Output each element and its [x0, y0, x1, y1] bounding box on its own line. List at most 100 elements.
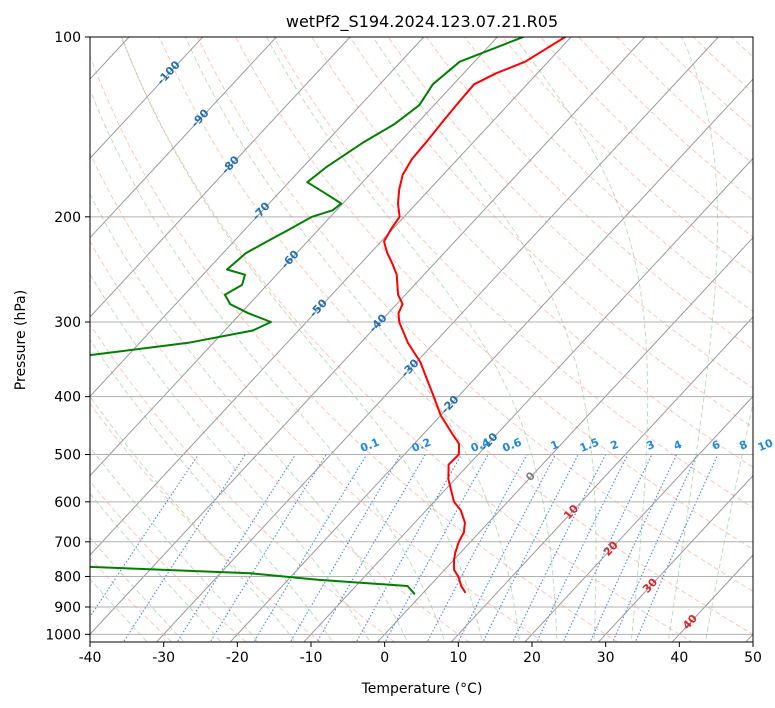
dry-adiabat — [273, 37, 753, 509]
mixing-ratio-line — [90, 454, 199, 618]
moist-adiabat — [90, 536, 185, 642]
x-tick-label: -30 — [152, 650, 175, 666]
mixing-ratio-line — [482, 454, 579, 642]
y-tick-label: 400 — [54, 390, 81, 406]
dry-adiabat — [90, 240, 470, 642]
isotherm-line — [90, 37, 572, 556]
isotherm-line — [90, 37, 646, 636]
mixing-ratio-line — [612, 454, 698, 642]
mixing-ratio-label: 4 — [672, 438, 684, 453]
dry-adiabat — [349, 37, 753, 429]
x-tick-label: 10 — [449, 650, 467, 666]
mixing-ratio-line — [209, 454, 327, 642]
moist-adiabat — [90, 339, 334, 642]
isotherm-line — [90, 37, 204, 160]
moist-adiabat — [514, 37, 649, 642]
moist-adiabat — [266, 37, 558, 642]
dry-adiabat — [425, 37, 753, 351]
moist-adiabat — [90, 492, 222, 642]
isotherm-line — [376, 236, 753, 642]
x-tick-label: 20 — [523, 650, 541, 666]
mixing-ratio-label: 6 — [710, 438, 722, 453]
y-tick-label: 500 — [54, 448, 81, 464]
y-tick-label: 800 — [54, 569, 81, 585]
mixing-ratio-label: 3 — [645, 438, 657, 453]
moist-adiabat — [121, 37, 483, 642]
y-tick-label: 600 — [54, 495, 81, 511]
dry-adiabat — [197, 37, 753, 592]
moist-adiabat — [90, 193, 409, 642]
y-tick-label: 1000 — [45, 627, 81, 643]
x-axis-label: Temperature (°C) — [361, 681, 483, 697]
y-tick-label: 100 — [54, 30, 81, 46]
dewpoint-profile-line — [90, 37, 525, 595]
x-tick-label: -40 — [79, 650, 102, 666]
isotherm-line — [229, 78, 753, 642]
dry-adiabat — [540, 37, 753, 238]
mixing-ratio-label: 10 — [756, 436, 775, 454]
mixing-ratio-line — [316, 454, 426, 642]
moist-adiabat — [90, 273, 371, 642]
moist-adiabat — [90, 88, 446, 642]
mixing-ratio-label: 2 — [608, 438, 620, 453]
mixing-ratio-line — [289, 454, 401, 642]
dry-adiabat — [654, 37, 753, 129]
moist-adiabat — [90, 446, 259, 642]
mixing-ratio-line — [589, 454, 678, 642]
isotherm-line — [524, 395, 753, 642]
mixing-ratio-label: 1 — [549, 438, 561, 453]
mixing-ratio-line — [536, 454, 629, 642]
mixing-ratio-line — [176, 454, 296, 642]
mixing-ratio-label: 0.1 — [358, 436, 381, 455]
x-tick-label: -10 — [300, 650, 323, 666]
y-axis-label: Pressure (hPa) — [13, 290, 29, 390]
dry-adiabat — [502, 37, 753, 275]
mixing-ratio-line — [512, 454, 607, 642]
dry-adiabat — [120, 37, 693, 642]
dry-adiabat — [90, 152, 545, 642]
mixing-ratio-label: 8 — [737, 438, 749, 453]
isotherm-line — [745, 633, 753, 642]
isotherm-line — [155, 37, 720, 642]
y-tick-label: 700 — [54, 535, 81, 551]
isotherm-line — [450, 316, 753, 642]
dry-adiabat — [692, 37, 753, 94]
x-tick-label: 50 — [744, 650, 762, 666]
isotherm-line — [0, 24, 68, 647]
dry-adiabat — [90, 480, 247, 642]
moist-adiabat — [667, 37, 718, 642]
x-tick-label: -20 — [226, 650, 249, 666]
x-tick-label: 0 — [380, 650, 389, 666]
mixing-ratio-line — [122, 454, 246, 642]
moist-adiabat — [704, 400, 753, 642]
moist-adiabat — [184, 37, 521, 642]
isotherm-line — [303, 157, 753, 642]
dry-adiabat — [90, 54, 619, 642]
moist-adiabat — [90, 578, 148, 642]
dry-adiabat — [311, 37, 753, 468]
temperature-profile-line — [383, 37, 567, 594]
mixing-ratio-label: 0.6 — [501, 435, 524, 454]
mixing-ratio-label: 1.5 — [578, 436, 601, 455]
chart-title: wetPf2_S194.2024.123.07.21.R05 — [286, 12, 558, 32]
mixing-ratio-line — [355, 454, 462, 642]
mixing-ratio-line — [253, 454, 368, 642]
y-tick-label: 300 — [54, 315, 81, 331]
isotherm-line — [90, 37, 499, 477]
mixing-ratio-line — [426, 454, 528, 642]
x-tick-label: 40 — [670, 650, 688, 666]
isotherm-line — [90, 37, 278, 239]
dry-adiabat — [235, 37, 753, 550]
isotherm-line — [90, 37, 425, 398]
moist-adiabat — [372, 37, 597, 642]
mixing-ratio-line — [384, 454, 489, 642]
plot-frame — [89, 36, 754, 643]
mixing-ratio-line — [634, 454, 719, 642]
dry-adiabat — [158, 37, 753, 635]
dry-adiabat — [90, 557, 173, 642]
dry-adiabat — [464, 37, 753, 313]
y-tick-label: 900 — [54, 600, 81, 616]
x-tick-label: 30 — [597, 650, 615, 666]
isotherm-line — [671, 554, 753, 642]
